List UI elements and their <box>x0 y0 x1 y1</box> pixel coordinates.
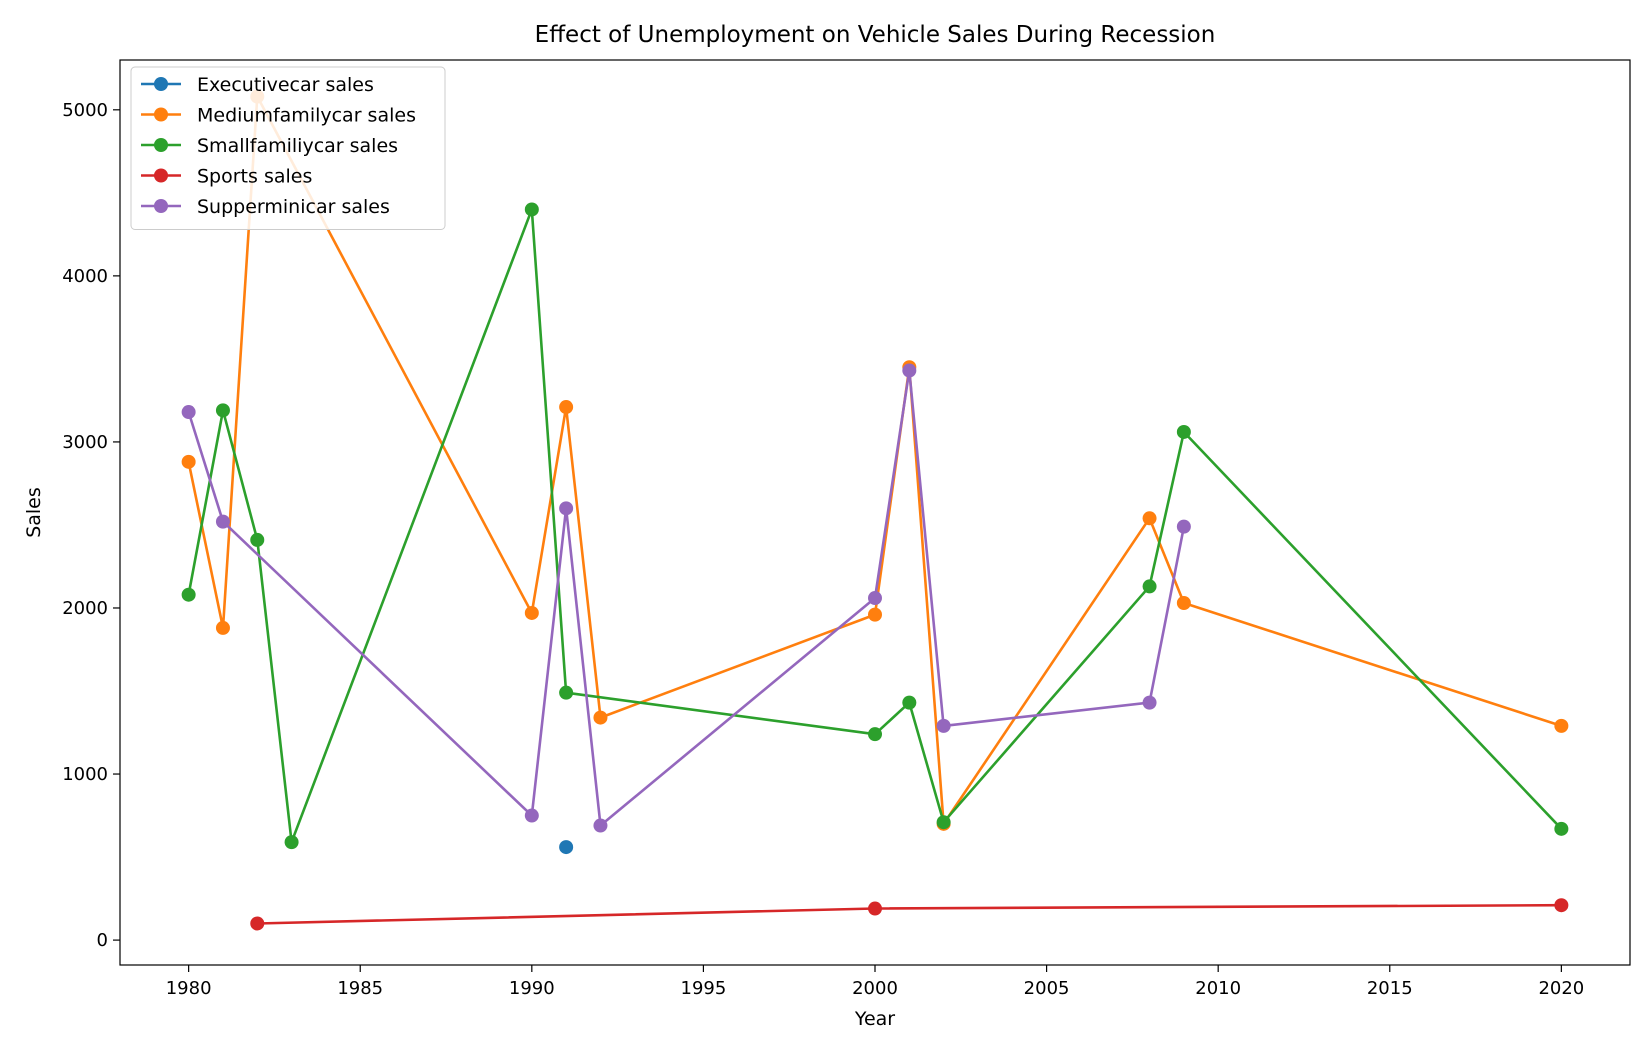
series-3 <box>250 898 1569 931</box>
legend-item: Smallfamiliycar sales <box>141 135 398 157</box>
y-tick-label: 4000 <box>62 266 108 287</box>
data-point <box>181 405 196 420</box>
legend-label: Smallfamiliycar sales <box>197 135 398 157</box>
series-2 <box>181 202 1569 850</box>
x-axis-label: Year <box>854 1008 895 1030</box>
legend-marker <box>154 199 168 213</box>
x-tick-label: 2005 <box>1024 978 1070 999</box>
series-line <box>187 208 1563 844</box>
data-point <box>215 403 230 418</box>
data-point <box>1176 424 1191 439</box>
y-tick-label: 3000 <box>62 432 108 453</box>
x-tick-label: 1980 <box>166 978 212 999</box>
y-tick-label: 1000 <box>62 764 108 785</box>
data-point <box>902 695 917 710</box>
data-point <box>1554 718 1569 733</box>
legend-box <box>130 66 446 230</box>
x-tick-label: 2020 <box>1538 978 1584 999</box>
data-point <box>559 685 574 700</box>
data-point <box>902 363 917 378</box>
data-point <box>936 718 951 733</box>
data-point <box>868 591 882 606</box>
y-tick-label: 5000 <box>62 100 108 121</box>
data-point <box>593 818 608 833</box>
data-point <box>1142 579 1157 594</box>
data-point <box>593 710 608 725</box>
data-point <box>215 514 230 529</box>
legend-marker <box>154 77 168 91</box>
data-point <box>868 727 882 742</box>
x-tick-label: 2010 <box>1195 978 1241 999</box>
legend-label: Sports sales <box>197 166 312 188</box>
series-0 <box>559 840 574 855</box>
legend-item: Supperminicar sales <box>141 196 390 218</box>
y-axis-label: Sales <box>23 487 45 538</box>
data-point <box>868 607 882 622</box>
data-point <box>1142 511 1157 526</box>
legend-label: Executivecar sales <box>197 74 374 96</box>
data-point <box>524 202 539 217</box>
data-point <box>524 605 539 620</box>
data-point <box>181 587 196 602</box>
legend: Executivecar sales Mediumfamilycar sales S… <box>130 66 446 230</box>
y-tick-label: 0 <box>97 930 108 951</box>
x-axis: 1980 1985 1990 1995 2000 2005 2010 2015 2020 <box>166 965 1584 999</box>
x-tick-label: 1985 <box>337 978 383 999</box>
series-line <box>187 369 1186 827</box>
data-point <box>284 835 299 850</box>
x-tick-label: 2015 <box>1367 978 1413 999</box>
data-point <box>1554 898 1569 913</box>
data-point <box>250 916 265 931</box>
data-point <box>1142 695 1157 710</box>
legend-item: Executivecar sales <box>141 74 374 96</box>
series-4 <box>181 363 1191 833</box>
y-axis: 0 1000 2000 3000 4000 5000 <box>62 100 120 951</box>
legend-marker <box>154 168 168 183</box>
data-point <box>1176 596 1191 610</box>
x-tick-label: 1995 <box>681 978 727 999</box>
legend-marker <box>154 107 168 122</box>
data-point <box>181 454 196 469</box>
data-point <box>215 620 230 635</box>
data-point <box>250 532 265 547</box>
data-point <box>559 400 574 415</box>
data-point <box>1176 519 1191 534</box>
legend-label: Supperminicar sales <box>197 196 390 218</box>
data-point <box>559 840 574 855</box>
legend-label: Mediumfamilycar sales <box>197 105 416 127</box>
data-point <box>1554 821 1569 836</box>
data-point <box>559 501 574 516</box>
data-point <box>936 815 951 830</box>
legend-marker <box>154 138 168 152</box>
y-tick-label: 2000 <box>62 598 108 619</box>
chart-title: Effect of Unemployment on Vehicle Sales … <box>535 22 1216 48</box>
data-point <box>868 901 882 916</box>
legend-item: Mediumfamilycar sales <box>141 105 416 127</box>
data-point <box>524 808 539 823</box>
x-tick-label: 1990 <box>509 978 555 999</box>
legend-item: Sports sales <box>141 166 312 188</box>
x-tick-label: 2000 <box>852 978 898 999</box>
